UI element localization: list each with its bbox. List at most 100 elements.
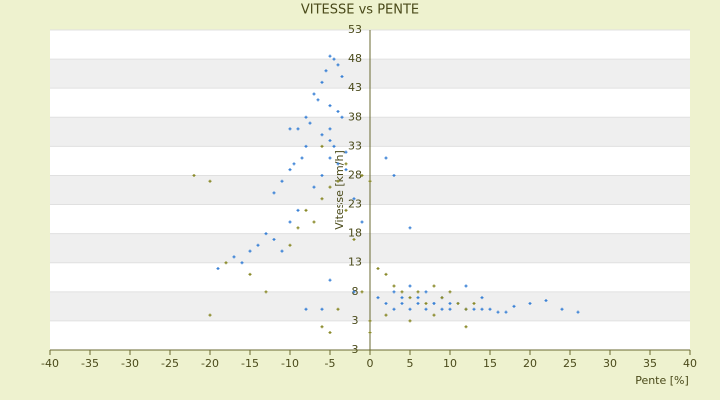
scatter-point (296, 208, 300, 212)
scatter-point (332, 144, 336, 148)
scatter-point (240, 261, 244, 265)
scatter-point (280, 249, 284, 253)
x-tick-label: -30 (121, 357, 139, 370)
scatter-point (192, 173, 196, 177)
scatter-point (488, 307, 492, 311)
scatter-point (528, 301, 532, 305)
x-tick-label: -15 (241, 357, 259, 370)
y-tick-label: 13 (348, 256, 362, 269)
scatter-point (360, 220, 364, 224)
scatter-point (288, 127, 292, 131)
scatter-point (232, 255, 236, 259)
scatter-point (504, 310, 508, 314)
scatter-point (368, 319, 372, 323)
scatter-point (300, 156, 304, 160)
scatter-point (312, 220, 316, 224)
x-tick-label: -40 (41, 357, 59, 370)
x-tick-label: 15 (483, 357, 497, 370)
scatter-point (464, 284, 468, 288)
x-tick-label: -35 (81, 357, 99, 370)
scatter-point (464, 307, 468, 311)
scatter-point (440, 296, 444, 300)
scatter-point (328, 278, 332, 282)
x-tick-label: 25 (563, 357, 577, 370)
scatter-point (416, 301, 420, 305)
x-tick-label: 30 (603, 357, 617, 370)
scatter-point (448, 307, 452, 311)
scatter-point (280, 179, 284, 183)
scatter-point (320, 80, 324, 84)
x-tick-label: 20 (523, 357, 537, 370)
scatter-point (464, 325, 468, 329)
scatter-point (424, 290, 428, 294)
scatter-point (328, 139, 332, 143)
scatter-point (408, 284, 412, 288)
x-tick-label: 40 (683, 357, 697, 370)
scatter-point (576, 310, 580, 314)
scatter-point (316, 98, 320, 102)
y-tick-label: 43 (348, 81, 362, 94)
scatter-point (336, 162, 340, 166)
scatter-point (408, 296, 412, 300)
scatter-point (352, 290, 356, 294)
scatter-point (340, 115, 344, 119)
scatter-point (360, 290, 364, 294)
scatter-point (544, 299, 548, 303)
y-tick-label: 18 (348, 227, 362, 240)
scatter-point (328, 104, 332, 108)
scatter-point (352, 237, 356, 241)
scatter-point (320, 173, 324, 177)
scatter-point (288, 168, 292, 172)
scatter-point (324, 69, 328, 73)
scatter-point (272, 191, 276, 195)
y-tick-label: 38 (348, 110, 362, 123)
scatter-point (336, 307, 340, 311)
scatter-point (328, 156, 332, 160)
scatter-point (208, 179, 212, 183)
scatter-point (224, 261, 228, 265)
x-tick-label: 35 (643, 357, 657, 370)
scatter-point (312, 185, 316, 189)
scatter-point (264, 290, 268, 294)
scatter-point (328, 127, 332, 131)
x-tick-label: -10 (281, 357, 299, 370)
scatter-point (368, 179, 372, 183)
scatter-point (256, 243, 260, 247)
scatter-point (304, 307, 308, 311)
scatter-point (248, 249, 252, 253)
scatter-point (320, 325, 324, 329)
y-tick-label: 23 (348, 198, 362, 211)
scatter-point (312, 92, 316, 96)
scatter-point (408, 307, 412, 311)
scatter-point (328, 54, 332, 58)
scatter-point (432, 284, 436, 288)
chart-title: VITESSE vs PENTE (301, 3, 419, 18)
x-tick-label: -5 (325, 357, 336, 370)
scatter-point (368, 331, 372, 335)
scatter-point (320, 307, 324, 311)
scatter-point (360, 173, 364, 177)
scatter-point (332, 57, 336, 61)
scatter-point (512, 304, 516, 308)
scatter-point (344, 162, 348, 166)
scatter-point (432, 301, 436, 305)
scatter-point (216, 267, 220, 271)
scatter-point (340, 75, 344, 79)
scatter-point (384, 156, 388, 160)
scatter-point (456, 301, 460, 305)
scatter-point (432, 313, 436, 317)
scatter-point (304, 115, 308, 119)
scatter-point (440, 307, 444, 311)
scatter-point (448, 290, 452, 294)
y-tick-label: 3 (352, 314, 359, 327)
x-tick-label: -20 (201, 357, 219, 370)
scatter-point (344, 168, 348, 172)
scatter-point (264, 232, 268, 236)
scatter-point (344, 208, 348, 212)
scatter-point (384, 272, 388, 276)
scatter-point (288, 220, 292, 224)
scatter-point (344, 150, 348, 154)
scatter-point (328, 185, 332, 189)
